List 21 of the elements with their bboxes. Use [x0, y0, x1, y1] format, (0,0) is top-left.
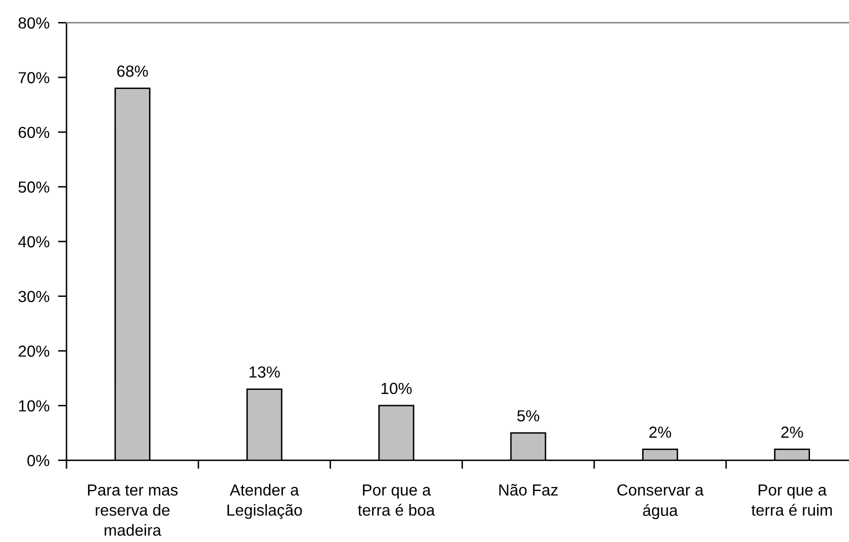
- y-tick-label: 20%: [18, 346, 50, 357]
- y-tick-label: 10%: [19, 400, 50, 412]
- data-label: 2%: [781, 426, 804, 438]
- y-tick-label: 50%: [18, 181, 50, 193]
- y-tick-label: 40%: [18, 236, 50, 248]
- x-tick-label: Atender a Legislação: [228, 484, 302, 519]
- data-label: 10%: [382, 382, 412, 394]
- x-tick-label: Por que a terra é boa: [358, 484, 435, 516]
- data-label: 5%: [517, 410, 540, 422]
- data-label: 68%: [117, 66, 148, 77]
- y-tick-label: 80%: [18, 17, 50, 29]
- y-tick-label: 0%: [27, 454, 50, 466]
- y-tick-label: 60%: [18, 126, 50, 138]
- x-tick-label: Por que a terra é ruim: [751, 484, 832, 516]
- y-tick-label: 30%: [18, 290, 50, 302]
- x-tick-label: Não Faz: [499, 484, 558, 496]
- y-tick-label: 70%: [18, 72, 50, 84]
- data-label: 13%: [250, 366, 280, 378]
- data-label: 2%: [649, 426, 672, 438]
- x-tick-label: Para ter mas reserva de madeira: [88, 484, 178, 536]
- x-tick-label: Conservar a água: [617, 484, 704, 520]
